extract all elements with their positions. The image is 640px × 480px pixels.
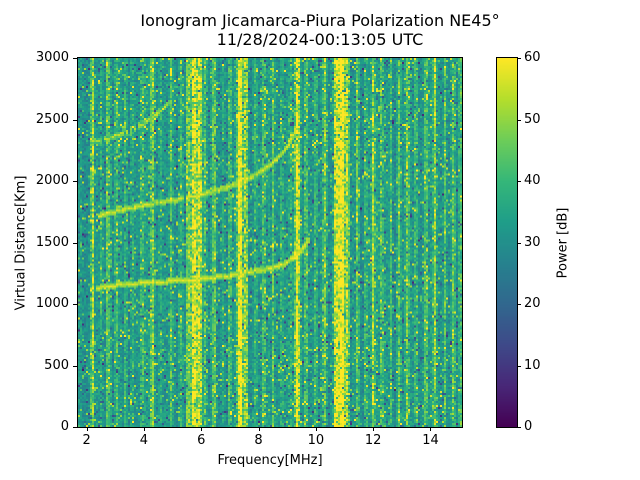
y-tick-mark: [73, 58, 77, 59]
x-tick-mark: [86, 427, 88, 431]
x-tick-mark: [258, 427, 260, 431]
y-tick-label: 1500: [35, 234, 69, 250]
chart-title: Ionogram Jicamarca-Piura Polarization NE…: [140, 11, 500, 30]
x-tick-mark: [315, 427, 317, 431]
y-tick-label: 0: [60, 419, 69, 434]
x-tick-mark: [430, 427, 432, 431]
plot-axes-border: [77, 57, 463, 428]
y-tick-label: 3000: [35, 50, 69, 65]
colorbar-tick-mark: [517, 365, 521, 367]
x-axis-label: Frequency[MHz]: [217, 453, 323, 468]
colorbar-tick-mark: [517, 181, 521, 182]
y-tick-mark: [73, 427, 77, 428]
y-tick-label: 2500: [35, 111, 69, 127]
colorbar-tick-mark: [517, 242, 521, 244]
x-tick-label: 2: [82, 433, 91, 448]
colorbar-tick-label: 60: [524, 50, 541, 65]
x-tick-label: 12: [364, 433, 382, 448]
colorbar-border: [496, 57, 518, 428]
colorbar-tick-label: 40: [524, 173, 541, 188]
x-tick-label: 6: [197, 433, 206, 448]
y-tick-mark: [73, 119, 77, 121]
y-tick-mark: [73, 365, 77, 367]
colorbar-tick-label: 50: [524, 111, 541, 127]
x-tick-label: 10: [307, 433, 325, 448]
y-tick-mark: [73, 242, 77, 244]
colorbar-tick-label: 20: [524, 296, 541, 311]
x-tick-mark: [201, 427, 203, 431]
x-tick-mark: [373, 427, 375, 431]
y-tick-label: 1000: [35, 296, 69, 311]
colorbar-tick-label: 10: [524, 357, 541, 373]
colorbar-tick-mark: [517, 58, 521, 59]
colorbar-tick-label: 30: [524, 234, 541, 250]
x-tick-mark: [143, 427, 145, 431]
ionogram-heatmap: [78, 58, 462, 427]
x-tick-label: 14: [422, 433, 439, 448]
colorbar-tick-mark: [517, 304, 521, 305]
y-tick-label: 2000: [35, 173, 69, 188]
y-axis-label: Virtual Distance[Km]: [13, 175, 29, 310]
chart-subtitle: 11/28/2024-00:13:05 UTC: [216, 30, 424, 49]
y-tick-mark: [73, 181, 77, 182]
y-tick-mark: [73, 304, 77, 305]
colorbar-tick-label: 0: [524, 419, 533, 434]
chart-title-block: Ionogram Jicamarca-Piura Polarization NE…: [0, 11, 640, 49]
colorbar-label: Power [dB]: [555, 207, 571, 278]
colorbar-gradient: [497, 58, 517, 427]
colorbar-tick-mark: [517, 119, 521, 121]
y-tick-label: 500: [44, 357, 69, 373]
x-tick-label: 4: [139, 433, 149, 448]
colorbar-tick-mark: [517, 427, 521, 428]
x-tick-label: 8: [254, 433, 263, 448]
